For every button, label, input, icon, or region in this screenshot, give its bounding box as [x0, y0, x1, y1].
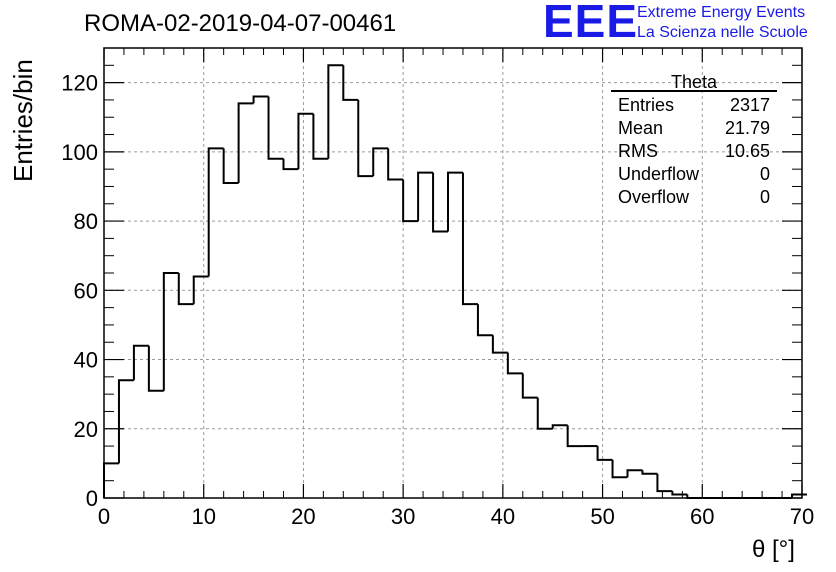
stat-row-rms: RMS 10.65 — [611, 140, 777, 163]
histogram-bin — [147, 345, 164, 392]
x-tick-label: 40 — [491, 504, 515, 529]
stat-value: 0 — [759, 164, 770, 184]
y-tick-label: 120 — [61, 71, 98, 96]
x-tick-label: 70 — [790, 504, 814, 529]
histogram-bin — [506, 352, 523, 375]
histogram-bin — [207, 147, 224, 277]
histogram-bin — [342, 65, 359, 101]
histogram-bin — [327, 64, 344, 159]
histogram-bin — [312, 113, 329, 160]
histogram-bin — [357, 99, 374, 178]
histogram-bin — [566, 425, 583, 448]
x-tick-label: 20 — [291, 504, 315, 529]
histogram-bin — [132, 344, 149, 381]
histogram-bin — [656, 473, 673, 493]
histogram-bin — [252, 95, 269, 104]
histogram-bin — [117, 379, 134, 464]
stat-row-entries: Entries 2317 — [611, 94, 777, 117]
stat-label: Overflow — [618, 187, 690, 207]
histogram-bin — [476, 304, 493, 337]
chart-title: ROMA-02-2019-04-07-00461 — [84, 10, 397, 37]
x-tick-label: 30 — [391, 504, 415, 529]
stat-value: 0 — [759, 187, 770, 207]
histogram-bin — [461, 172, 478, 306]
stat-value: 2317 — [729, 95, 770, 115]
stats-box: Theta Entries 2317 Mean 21.79 RMS 10.65 … — [611, 72, 777, 209]
plot-frame — [103, 47, 803, 499]
histogram-bin — [536, 397, 553, 430]
histogram-bin — [267, 96, 284, 160]
histogram-bin — [417, 171, 434, 222]
logo-mark: EEE — [543, 0, 639, 47]
histogram-bin — [387, 148, 404, 181]
histogram-bin — [372, 147, 389, 177]
y-tick-label: 20 — [74, 417, 98, 442]
histogram-bin — [177, 273, 194, 306]
stats-title: Theta — [670, 72, 718, 92]
histogram-bin — [222, 148, 239, 184]
stat-label: Mean — [618, 118, 664, 138]
stat-value: 10.65 — [724, 141, 770, 161]
x-tick-label: 10 — [191, 504, 215, 529]
y-tick-label: 60 — [74, 278, 98, 303]
histogram-bin — [282, 158, 299, 171]
grid-lines — [104, 48, 802, 498]
histogram-bin — [521, 373, 538, 399]
stat-label: Underflow — [618, 164, 700, 184]
histogram-bin — [192, 275, 209, 305]
histogram-bin — [641, 470, 658, 475]
histogram-bin — [297, 112, 314, 170]
y-tick-label: 100 — [61, 140, 98, 165]
y-tick-label: 80 — [74, 209, 98, 234]
stat-label: Entries — [618, 95, 675, 115]
y-tick-label: 0 — [86, 486, 98, 511]
eee-logo: EEE Extreme Energy Events La Scienza nel… — [543, 0, 836, 47]
histogram-bin — [432, 172, 449, 233]
histogram-bin — [626, 469, 643, 478]
stat-value: 21.79 — [724, 118, 770, 138]
x-axis-label: θ [°] — [752, 536, 795, 563]
histogram-bin — [491, 335, 508, 354]
histogram-bin — [402, 179, 419, 223]
x-tick-label: 0 — [98, 504, 110, 529]
stats-divider — [611, 90, 777, 92]
logo-line-2: La Scienza nelle Scuole — [637, 24, 808, 41]
stat-row-mean: Mean 21.79 — [611, 117, 777, 140]
histogram-bin — [447, 171, 463, 232]
stat-row-underflow: Underflow 0 — [611, 163, 777, 186]
histogram-bin — [551, 424, 568, 429]
logo-line-1: Extreme Energy Events — [637, 4, 806, 21]
histogram-bin — [596, 446, 613, 461]
histogram-bin — [611, 459, 628, 479]
stat-row-overflow: Overflow 0 — [611, 186, 777, 209]
y-tick-label: 40 — [74, 348, 98, 373]
stat-label: RMS — [618, 141, 658, 161]
y-axis-label: Entries/bin — [8, 59, 38, 182]
x-tick-label: 50 — [590, 504, 614, 529]
histogram-bin — [237, 102, 254, 183]
histogram-bin — [671, 491, 688, 496]
tick-labels: 0 10 20 30 40 50 60 70 0 20 40 60 80 100 120 — [61, 71, 814, 529]
x-tick-label: 60 — [690, 504, 714, 529]
histogram-bin — [162, 272, 179, 391]
